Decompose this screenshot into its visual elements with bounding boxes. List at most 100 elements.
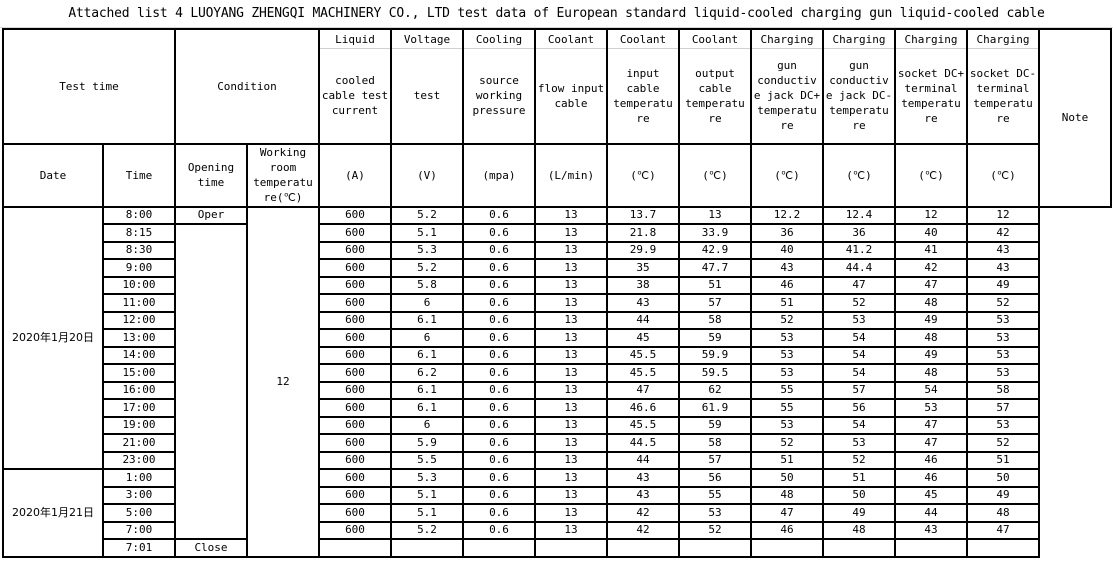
date-cell[interactable]: 2020年1月20日 — [2, 205, 104, 470]
value-cell[interactable]: 59 — [678, 328, 752, 348]
value-cell[interactable]: 13 — [534, 275, 608, 295]
value-cell[interactable]: 47 — [750, 503, 824, 523]
value-cell[interactable]: 49 — [822, 503, 896, 523]
value-cell[interactable]: 57 — [822, 380, 896, 400]
value-cell[interactable]: 13 — [534, 310, 608, 330]
value-cell[interactable]: 600 — [318, 293, 392, 313]
value-cell[interactable]: 62 — [678, 380, 752, 400]
header-column-top[interactable]: Coolant — [606, 28, 680, 49]
value-cell[interactable]: 53 — [750, 363, 824, 383]
value-cell[interactable]: 45 — [894, 485, 968, 505]
value-cell[interactable]: 5.8 — [390, 275, 464, 295]
header-test-time[interactable]: Test time — [2, 28, 176, 145]
header-column-unit[interactable]: (mpa) — [462, 142, 536, 208]
time-cell[interactable]: 9:00 — [102, 258, 176, 278]
value-cell[interactable]: 13 — [534, 223, 608, 243]
note-cell[interactable] — [1039, 399, 1111, 417]
value-cell[interactable]: 57 — [678, 450, 752, 470]
opening-time-cell[interactable]: Close — [174, 538, 248, 558]
header-column-top[interactable]: Liquid — [318, 28, 392, 49]
value-cell[interactable]: 47 — [894, 415, 968, 435]
value-cell[interactable]: 61.9 — [678, 398, 752, 418]
header-column-unit[interactable]: (℃) — [894, 142, 968, 208]
value-cell[interactable]: 600 — [318, 398, 392, 418]
value-cell[interactable] — [606, 538, 680, 558]
header-column-unit[interactable]: (℃) — [822, 142, 896, 208]
value-cell[interactable]: 600 — [318, 380, 392, 400]
note-cell[interactable] — [1039, 539, 1111, 557]
header-column-top[interactable]: Charging — [966, 28, 1040, 49]
value-cell[interactable]: 55 — [678, 485, 752, 505]
time-cell[interactable]: 15:00 — [102, 363, 176, 383]
value-cell[interactable]: 600 — [318, 205, 392, 225]
value-cell[interactable]: 53 — [750, 415, 824, 435]
header-room-temperature[interactable]: Working room temperatu re(℃) — [246, 142, 320, 208]
time-cell[interactable]: 23:00 — [102, 450, 176, 470]
value-cell[interactable]: 48 — [894, 328, 968, 348]
value-cell[interactable]: 49 — [894, 310, 968, 330]
header-column-unit[interactable]: (A) — [318, 142, 392, 208]
value-cell[interactable]: 44.5 — [606, 433, 680, 453]
value-cell[interactable]: 42 — [606, 520, 680, 540]
time-cell[interactable]: 7:00 — [102, 520, 176, 540]
value-cell[interactable]: 51 — [750, 293, 824, 313]
note-cell[interactable] — [1039, 329, 1111, 347]
note-cell[interactable] — [1039, 259, 1111, 277]
value-cell[interactable]: 40 — [750, 240, 824, 260]
value-cell[interactable]: 53 — [750, 328, 824, 348]
value-cell[interactable]: 5.9 — [390, 433, 464, 453]
header-column-top[interactable]: Charging — [894, 28, 968, 49]
value-cell[interactable]: 5.1 — [390, 503, 464, 523]
value-cell[interactable]: 46 — [894, 468, 968, 488]
value-cell[interactable]: 13 — [678, 205, 752, 225]
note-cell[interactable] — [1039, 294, 1111, 312]
value-cell[interactable]: 0.6 — [462, 485, 536, 505]
header-condition[interactable]: Condition — [174, 28, 320, 145]
value-cell[interactable]: 0.6 — [462, 223, 536, 243]
header-time[interactable]: Time — [102, 142, 176, 208]
time-cell[interactable]: 14:00 — [102, 345, 176, 365]
value-cell[interactable]: 52 — [966, 293, 1040, 313]
value-cell[interactable]: 0.6 — [462, 363, 536, 383]
value-cell[interactable]: 0.6 — [462, 310, 536, 330]
value-cell[interactable]: 47.7 — [678, 258, 752, 278]
value-cell[interactable]: 45.5 — [606, 415, 680, 435]
time-cell[interactable]: 16:00 — [102, 380, 176, 400]
value-cell[interactable]: 600 — [318, 520, 392, 540]
value-cell[interactable]: 51 — [678, 275, 752, 295]
header-note[interactable]: Note — [1038, 28, 1112, 208]
value-cell[interactable]: 12.4 — [822, 205, 896, 225]
value-cell[interactable]: 600 — [318, 275, 392, 295]
header-column-top[interactable]: Coolant — [678, 28, 752, 49]
value-cell[interactable]: 57 — [678, 293, 752, 313]
header-column-desc[interactable]: output cable temperatu re — [678, 48, 752, 145]
value-cell[interactable]: 13 — [534, 345, 608, 365]
value-cell[interactable]: 45.5 — [606, 345, 680, 365]
value-cell[interactable]: 13 — [534, 415, 608, 435]
value-cell[interactable]: 54 — [894, 380, 968, 400]
time-cell[interactable]: 17:00 — [102, 398, 176, 418]
value-cell[interactable] — [966, 538, 1040, 558]
value-cell[interactable]: 42 — [606, 503, 680, 523]
value-cell[interactable]: 54 — [822, 345, 896, 365]
value-cell[interactable]: 53 — [750, 345, 824, 365]
note-cell[interactable] — [1039, 224, 1111, 242]
value-cell[interactable]: 53 — [894, 398, 968, 418]
value-cell[interactable]: 13 — [534, 468, 608, 488]
time-cell[interactable]: 12:00 — [102, 310, 176, 330]
value-cell[interactable]: 600 — [318, 240, 392, 260]
value-cell[interactable]: 49 — [966, 485, 1040, 505]
value-cell[interactable]: 47 — [894, 433, 968, 453]
header-column-top[interactable]: Charging — [750, 28, 824, 49]
value-cell[interactable]: 47 — [894, 275, 968, 295]
value-cell[interactable]: 54 — [822, 415, 896, 435]
header-column-desc[interactable]: socket DC- terminal temperatu re — [966, 48, 1040, 145]
value-cell[interactable]: 13 — [534, 205, 608, 225]
value-cell[interactable]: 45 — [606, 328, 680, 348]
value-cell[interactable]: 6 — [390, 293, 464, 313]
note-cell[interactable] — [1039, 364, 1111, 382]
header-opening-time[interactable]: Opening time — [174, 142, 248, 208]
header-column-unit[interactable]: (℃) — [750, 142, 824, 208]
value-cell[interactable]: 0.6 — [462, 240, 536, 260]
value-cell[interactable]: 56 — [678, 468, 752, 488]
